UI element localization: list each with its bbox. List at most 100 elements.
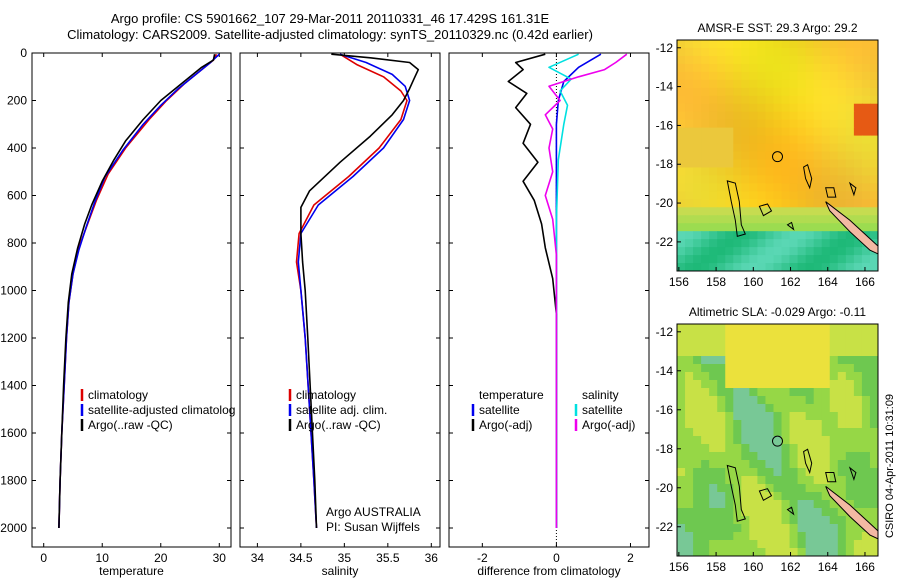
map-cell xyxy=(733,159,742,169)
map-cell xyxy=(725,484,734,493)
map-cell xyxy=(757,356,767,365)
map-cell xyxy=(765,468,775,477)
map-cell xyxy=(789,167,799,177)
map-cell xyxy=(717,348,726,357)
map-cell xyxy=(821,175,831,184)
map-cell xyxy=(757,532,767,541)
map-cell xyxy=(869,199,878,208)
map-cell xyxy=(741,324,750,333)
map-y-tick-label: -12 xyxy=(656,41,674,55)
map-cell xyxy=(861,460,871,469)
map-cell xyxy=(709,175,718,184)
map-cell xyxy=(773,356,783,365)
map-cell xyxy=(789,239,799,248)
map-cell xyxy=(693,404,702,413)
map-cell xyxy=(701,159,710,169)
map-cell xyxy=(717,47,726,57)
map-cell xyxy=(869,207,878,216)
map-cell xyxy=(781,263,791,271)
map-cell xyxy=(685,47,694,57)
map-cell xyxy=(821,412,831,421)
map-cell xyxy=(757,111,767,121)
map-cell xyxy=(781,340,791,349)
map-cell xyxy=(869,191,878,200)
map-cell xyxy=(733,508,742,517)
map-cell xyxy=(853,500,863,509)
map-cell xyxy=(749,247,758,256)
map-cell xyxy=(765,79,775,89)
map-cell xyxy=(813,71,823,81)
map-cell xyxy=(813,183,823,192)
map-cell xyxy=(829,452,839,461)
map-cell xyxy=(805,396,815,405)
map-cell xyxy=(701,500,710,509)
map-cell xyxy=(797,79,807,89)
map-cell xyxy=(693,492,702,501)
map-cell xyxy=(853,324,863,333)
map-cell xyxy=(805,492,815,501)
map-cell xyxy=(709,484,718,493)
map-cell xyxy=(709,372,718,381)
map-cell xyxy=(837,340,847,349)
map-cell xyxy=(765,324,775,333)
map-cell xyxy=(869,412,878,421)
map-cell xyxy=(685,95,694,105)
map-cell xyxy=(829,364,839,373)
coastline xyxy=(758,203,773,217)
map-cell xyxy=(861,396,871,405)
map-cell xyxy=(805,71,815,81)
map-cell xyxy=(845,247,855,256)
map-cell xyxy=(701,175,710,184)
map-cell xyxy=(741,191,750,200)
map-cell xyxy=(813,143,823,153)
map-cell xyxy=(845,55,855,65)
map-cell xyxy=(717,119,726,129)
map-cell xyxy=(805,540,815,549)
map-cell xyxy=(709,548,718,556)
map-cell xyxy=(773,460,783,469)
map-cell xyxy=(781,167,791,177)
map-cell xyxy=(717,79,726,89)
map-y-tick-label: -22 xyxy=(656,520,674,534)
map-cell xyxy=(837,324,847,333)
map-cell xyxy=(765,191,775,200)
map-cell xyxy=(829,332,839,341)
map-cell xyxy=(869,508,878,517)
map-cell xyxy=(757,231,767,240)
map-cell xyxy=(725,119,734,129)
map-cell xyxy=(853,412,863,421)
map-y-tick-label: -18 xyxy=(656,442,674,456)
map-cell xyxy=(765,71,775,81)
map-cell xyxy=(693,247,702,256)
map-cell xyxy=(781,452,791,461)
map-cell xyxy=(733,380,742,389)
map-cell xyxy=(797,340,807,349)
map-cell xyxy=(805,436,815,445)
map-cell xyxy=(765,364,775,373)
map-cell xyxy=(813,444,823,453)
map-cell xyxy=(781,356,791,365)
map-cell xyxy=(725,167,734,177)
map-cell xyxy=(797,207,807,216)
map-cell xyxy=(733,468,742,477)
map-cell xyxy=(757,364,767,373)
map-cell xyxy=(717,199,726,208)
map-cell xyxy=(733,372,742,381)
map-cell xyxy=(789,356,799,365)
map-cell xyxy=(797,396,807,405)
map-cell xyxy=(853,95,863,105)
map-cell xyxy=(861,167,871,177)
map-cell xyxy=(805,412,815,421)
map-cell xyxy=(853,452,863,461)
map-cell xyxy=(741,396,750,405)
map-cell xyxy=(733,127,742,137)
map-cell xyxy=(869,396,878,405)
map-cell xyxy=(789,348,799,357)
map-cell xyxy=(821,95,831,105)
map-cell xyxy=(733,404,742,413)
map-cell xyxy=(789,79,799,89)
map-cell xyxy=(861,247,871,256)
map-cell xyxy=(813,79,823,89)
map-cell xyxy=(709,119,718,129)
